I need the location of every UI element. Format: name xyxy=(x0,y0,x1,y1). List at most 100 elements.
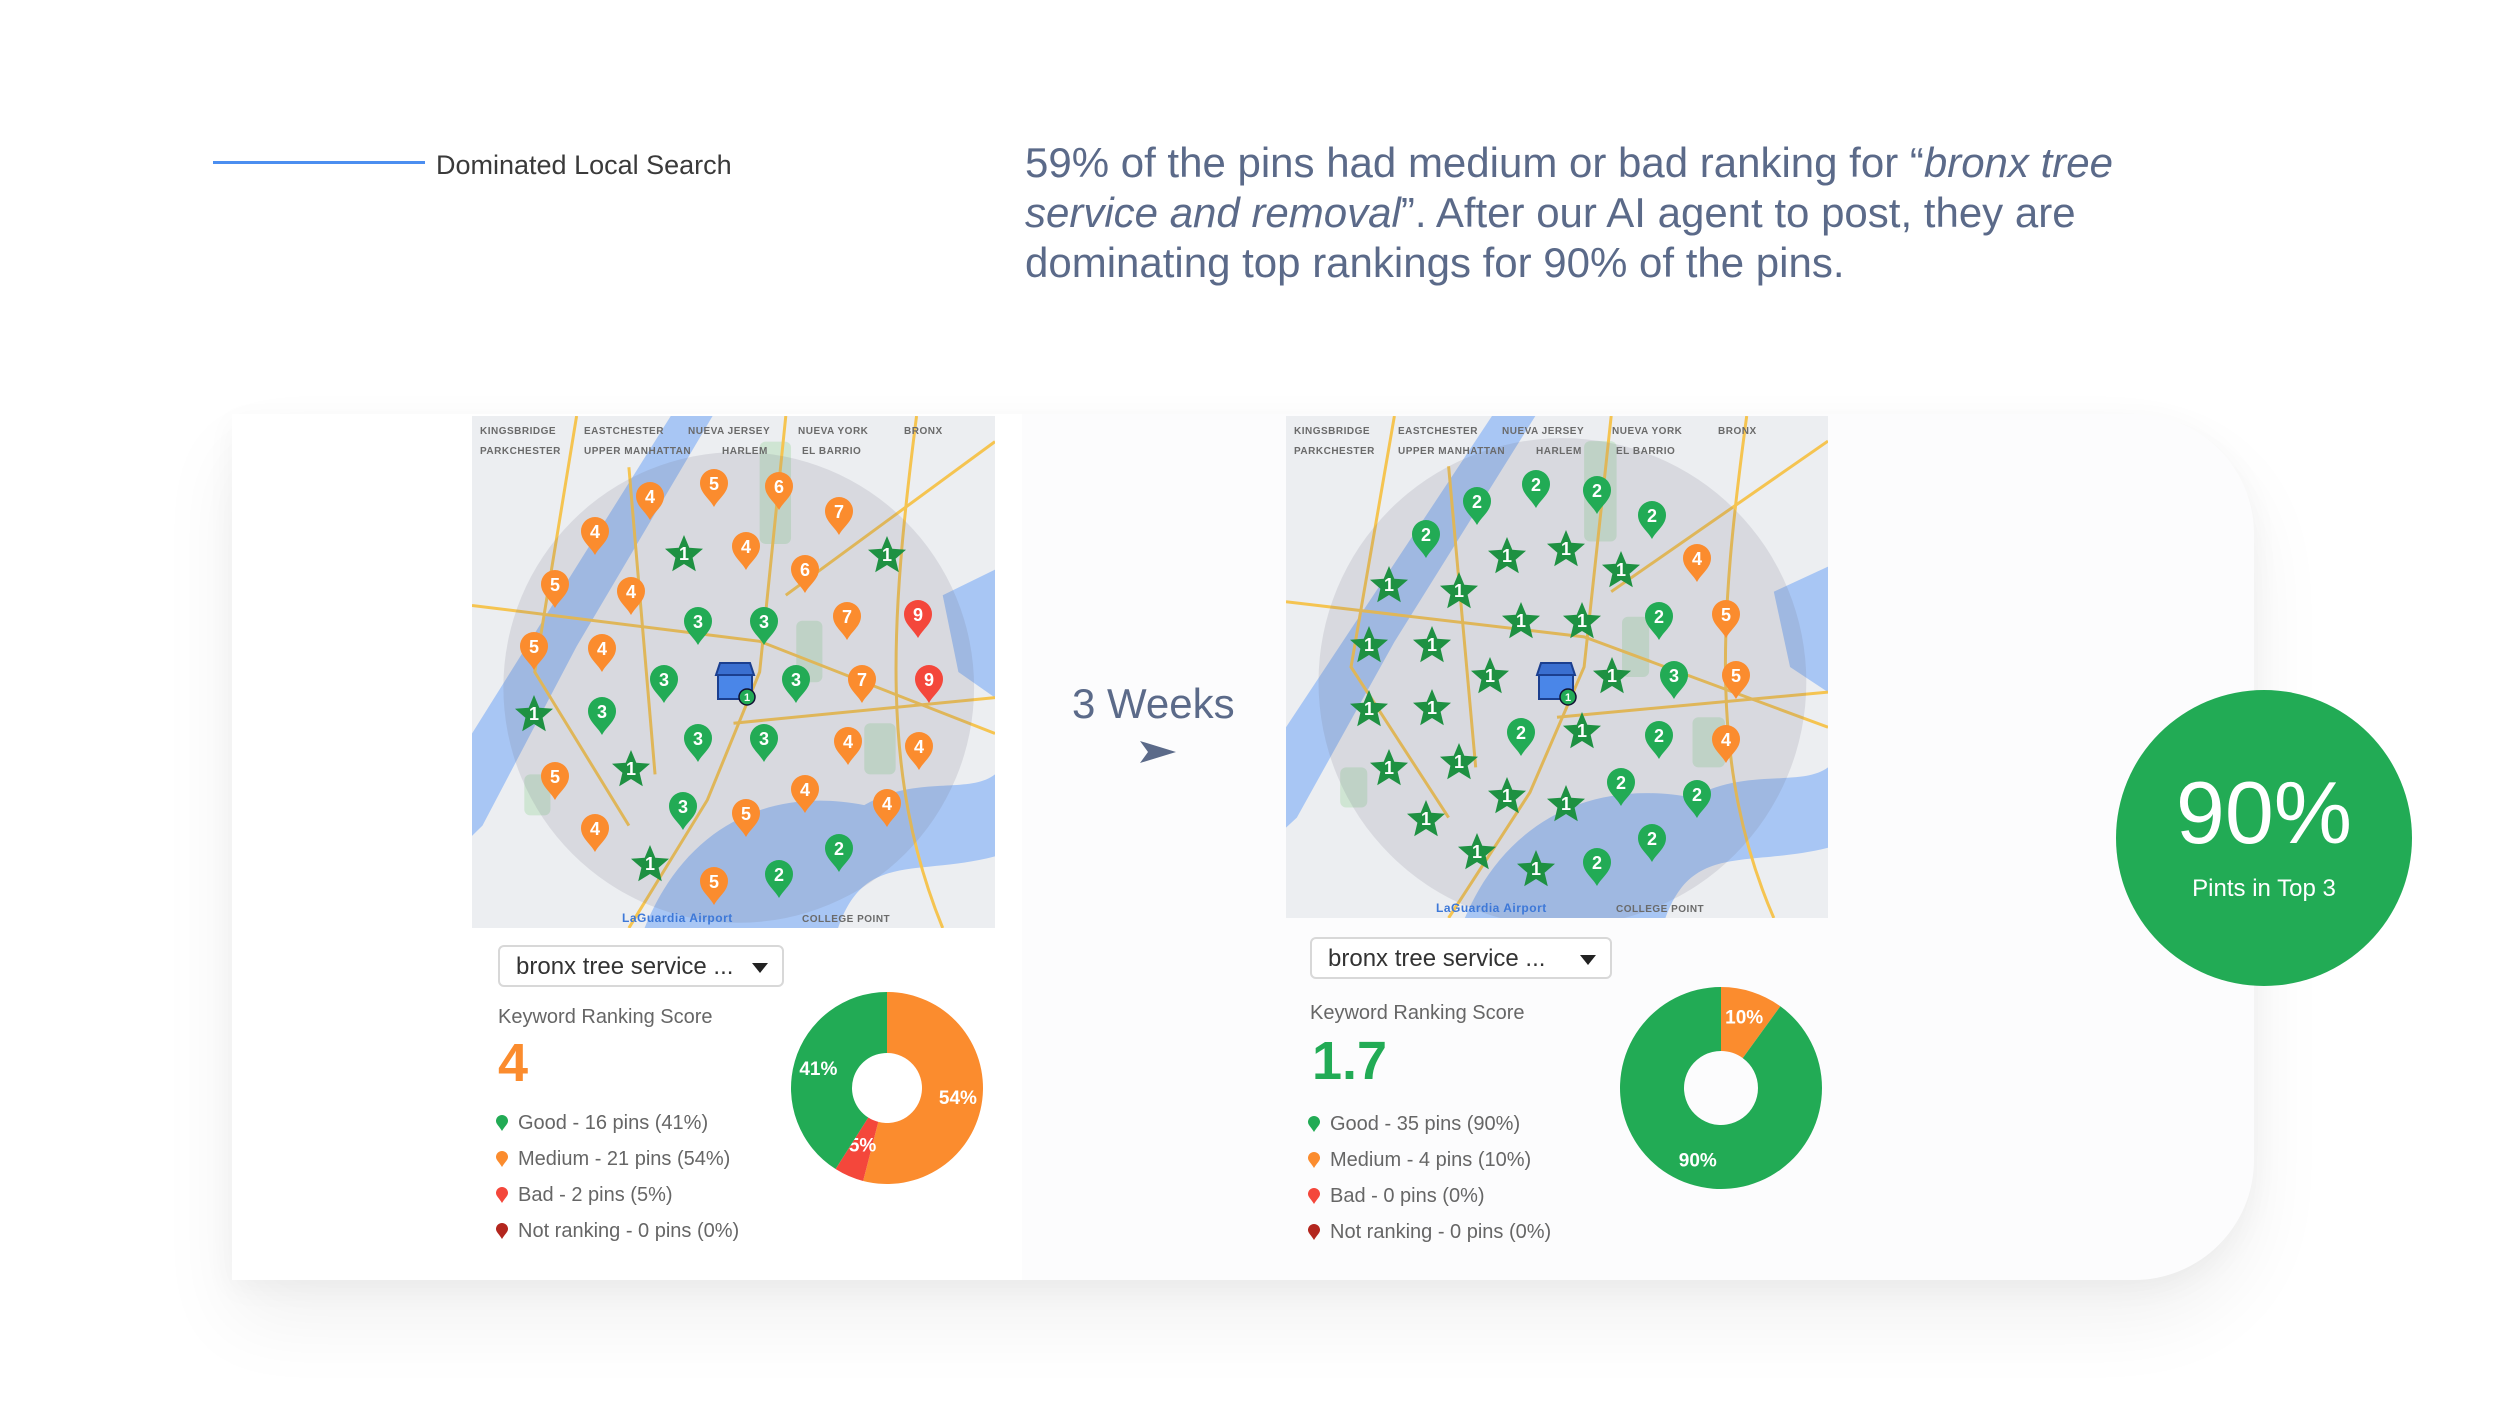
svg-text:2: 2 xyxy=(1516,723,1526,743)
rank-pin[interactable]: 6 xyxy=(765,472,793,510)
rank-pin[interactable]: 2 xyxy=(1507,718,1535,756)
rank-star-pin[interactable]: 1 xyxy=(1547,785,1585,822)
rank-pin[interactable]: 5 xyxy=(1722,661,1750,699)
rank-pin[interactable]: 2 xyxy=(1638,501,1666,539)
map-before[interactable]: KINGSBRIDGE EASTCHESTER NUEVA JERSEY NUEVA … xyxy=(472,416,995,928)
rank-pin[interactable]: 5 xyxy=(520,632,548,670)
rank-pin[interactable]: 9 xyxy=(915,665,943,703)
rank-star-pin[interactable]: 1 xyxy=(1488,537,1526,574)
keyword-dropdown-after[interactable]: bronx tree service ... xyxy=(1310,937,1612,979)
keyword-dropdown-before[interactable]: bronx tree service ... xyxy=(498,945,784,987)
svg-text:5: 5 xyxy=(550,575,560,595)
rank-pin[interactable]: 2 xyxy=(765,860,793,898)
rank-pin[interactable]: 4 xyxy=(581,517,609,555)
rank-star-pin[interactable]: 1 xyxy=(1413,689,1451,726)
legend-item-good: Good - 35 pins (90%) xyxy=(1308,1106,1551,1142)
rank-pin[interactable]: 2 xyxy=(825,834,853,872)
business-store-icon[interactable]: 1 xyxy=(1535,662,1577,706)
rank-pin[interactable]: 4 xyxy=(834,727,862,765)
rank-star-pin[interactable]: 1 xyxy=(1547,530,1585,567)
road xyxy=(1723,416,1776,918)
rank-pin[interactable]: 5 xyxy=(541,570,569,608)
rank-pin[interactable]: 5 xyxy=(700,867,728,905)
svg-text:2: 2 xyxy=(1592,853,1602,873)
rank-pin[interactable]: 2 xyxy=(1645,721,1673,759)
rank-pin[interactable]: 5 xyxy=(700,469,728,507)
rank-pin[interactable]: 2 xyxy=(1583,476,1611,514)
rank-pin[interactable]: 4 xyxy=(791,775,819,813)
map-label: EASTCHESTER xyxy=(584,426,664,437)
rank-star-pin[interactable]: 1 xyxy=(515,695,553,732)
svg-text:7: 7 xyxy=(842,607,852,627)
rank-star-pin[interactable]: 1 xyxy=(1471,657,1509,694)
rank-star-pin[interactable]: 1 xyxy=(1350,626,1388,663)
rank-pin[interactable]: 4 xyxy=(732,532,760,570)
rank-pin[interactable]: 9 xyxy=(904,600,932,638)
rank-star-pin[interactable]: 1 xyxy=(1440,743,1478,780)
rank-pin[interactable]: 2 xyxy=(1638,824,1666,862)
business-store-icon[interactable]: 1 xyxy=(714,662,756,706)
rank-pin[interactable]: 3 xyxy=(1660,661,1688,699)
rank-pin[interactable]: 2 xyxy=(1645,602,1673,640)
map-label: NUEVA JERSEY xyxy=(688,426,770,437)
rank-pin[interactable]: 3 xyxy=(588,697,616,735)
rank-pin[interactable]: 3 xyxy=(684,724,712,762)
rank-pin[interactable]: 6 xyxy=(791,555,819,593)
rank-pin[interactable]: 4 xyxy=(905,732,933,770)
rank-pin[interactable]: 3 xyxy=(782,665,810,703)
rank-pin[interactable]: 7 xyxy=(848,665,876,703)
rank-pin[interactable]: 5 xyxy=(732,799,760,837)
rank-star-pin[interactable]: 1 xyxy=(631,845,669,882)
rank-star-pin[interactable]: 1 xyxy=(1488,777,1526,814)
rank-star-pin[interactable]: 1 xyxy=(665,535,703,572)
svg-text:5: 5 xyxy=(709,474,719,494)
caret-down-icon xyxy=(752,963,768,973)
rank-pin[interactable]: 2 xyxy=(1522,470,1550,508)
svg-text:5: 5 xyxy=(550,767,560,787)
rank-pin[interactable]: 3 xyxy=(650,665,678,703)
svg-text:1: 1 xyxy=(1364,635,1374,655)
rank-pin[interactable]: 5 xyxy=(1712,600,1740,638)
rank-star-pin[interactable]: 1 xyxy=(1593,657,1631,694)
rank-star-pin[interactable]: 1 xyxy=(868,536,906,573)
rank-star-pin[interactable]: 1 xyxy=(1370,749,1408,786)
rank-pin[interactable]: 3 xyxy=(684,607,712,645)
rank-star-pin[interactable]: 1 xyxy=(612,750,650,787)
map-label: UPPER MANHATTAN xyxy=(1398,446,1505,457)
rank-pin[interactable]: 2 xyxy=(1607,768,1635,806)
rank-pin[interactable]: 7 xyxy=(833,602,861,640)
rank-pin[interactable]: 3 xyxy=(669,792,697,830)
rank-pin[interactable]: 4 xyxy=(1712,725,1740,763)
map-label: NUEVA YORK xyxy=(798,426,869,437)
rank-star-pin[interactable]: 1 xyxy=(1602,551,1640,588)
rank-star-pin[interactable]: 1 xyxy=(1407,800,1445,837)
rank-star-pin[interactable]: 1 xyxy=(1563,712,1601,749)
rank-pin[interactable]: 3 xyxy=(750,724,778,762)
rank-pin[interactable]: 2 xyxy=(1412,520,1440,558)
rank-pin[interactable]: 4 xyxy=(581,814,609,852)
rank-pin[interactable]: 4 xyxy=(636,482,664,520)
rank-pin[interactable]: 5 xyxy=(541,762,569,800)
rank-star-pin[interactable]: 1 xyxy=(1502,602,1540,639)
rank-pin[interactable]: 2 xyxy=(1463,487,1491,525)
pin-icon xyxy=(496,1223,508,1239)
rank-star-pin[interactable]: 1 xyxy=(1440,572,1478,609)
rank-star-pin[interactable]: 1 xyxy=(1350,690,1388,727)
rank-star-pin[interactable]: 1 xyxy=(1370,566,1408,603)
rank-star-pin[interactable]: 1 xyxy=(1413,626,1451,663)
rank-pin[interactable]: 4 xyxy=(588,634,616,672)
rank-pin[interactable]: 7 xyxy=(825,497,853,535)
accent-line xyxy=(213,161,425,164)
svg-text:2: 2 xyxy=(1654,607,1664,627)
rank-star-pin[interactable]: 1 xyxy=(1517,850,1555,887)
rank-star-pin[interactable]: 1 xyxy=(1458,833,1496,870)
rank-pin[interactable]: 4 xyxy=(1683,544,1711,582)
svg-text:1: 1 xyxy=(1561,794,1571,814)
rank-pin[interactable]: 4 xyxy=(873,789,901,827)
map-after[interactable]: KINGSBRIDGE EASTCHESTER NUEVA JERSEY NUEVA … xyxy=(1286,416,1828,918)
rank-pin[interactable]: 3 xyxy=(750,607,778,645)
rank-pin[interactable]: 2 xyxy=(1683,780,1711,818)
rank-star-pin[interactable]: 1 xyxy=(1563,602,1601,639)
rank-pin[interactable]: 2 xyxy=(1583,848,1611,886)
rank-pin[interactable]: 4 xyxy=(617,577,645,615)
